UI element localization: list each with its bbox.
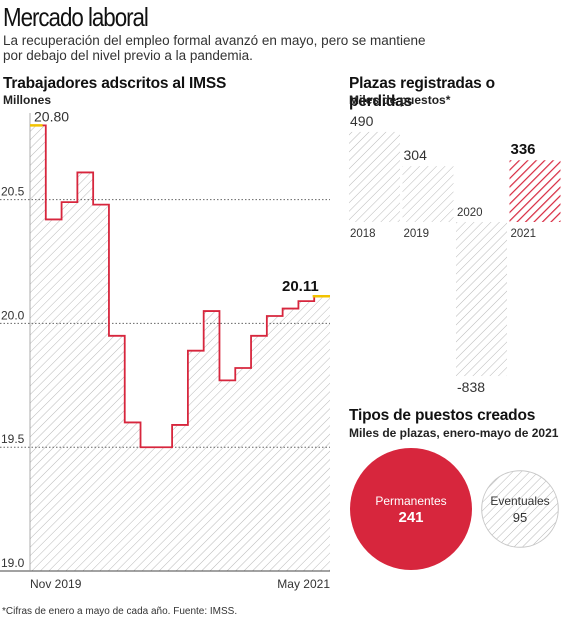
plazas-bar-2021 <box>509 160 561 222</box>
plazas-value-label: -838 <box>457 379 485 395</box>
bubble-value-label: 95 <box>513 510 527 525</box>
imss-y-tick-label: 20.0 <box>1 308 25 322</box>
imss-y-tick-label: 19.0 <box>1 556 25 570</box>
plazas-year-label: 2019 <box>404 228 430 240</box>
main-title: Mercado laboral <box>3 2 149 32</box>
tipos-chart-title: Tipos de puestos creados <box>349 407 536 424</box>
plazas-chart-title: Plazas registradas o perdidas <box>349 75 495 110</box>
main-subtitle: La recuperación del empleo formal avanzó… <box>3 33 426 63</box>
plazas-chart-subtitle: Miles de puestos* <box>349 93 451 107</box>
imss-start-label: 20.80 <box>34 108 69 124</box>
plazas-bar-2020 <box>456 222 507 377</box>
plazas-value-label: 336 <box>511 141 536 158</box>
plazas-value-label: 490 <box>350 113 374 129</box>
bubble-eventuales <box>481 470 559 548</box>
imss-chart-title: Trabajadores adscritos al IMSS <box>3 75 227 92</box>
imss-series-line <box>30 124 330 449</box>
bubble-permanentes <box>350 448 472 570</box>
footer-note: *Cifras de enero a mayo de cada año. Fue… <box>2 606 238 617</box>
plazas-year-label: 2020 <box>457 207 483 219</box>
plazas-bar-2018 <box>349 131 400 222</box>
plazas-year-label: 2021 <box>511 228 537 240</box>
plazas-bar-2019 <box>402 166 454 222</box>
bubble-category-label: Permanentes <box>375 494 446 508</box>
imss-end-label: 20.11 <box>282 278 319 295</box>
imss-y-tick-label: 19.5 <box>1 432 25 446</box>
plazas-value-label: 304 <box>404 147 428 163</box>
imss-area <box>30 125 330 571</box>
imss-chart-subtitle: Millones <box>3 93 52 107</box>
tipos-chart-subtitle: Miles de plazas, enero-mayo de 2021 <box>349 426 559 440</box>
plazas-year-label: 2018 <box>350 228 376 240</box>
imss-y-tick-label: 20.5 <box>1 185 25 199</box>
bubble-value-label: 241 <box>398 509 423 526</box>
bubble-category-label: Eventuales <box>490 494 549 508</box>
imss-x-tick-label: Nov 2019 <box>30 577 82 591</box>
imss-x-tick-label: May 2021 <box>277 577 330 591</box>
